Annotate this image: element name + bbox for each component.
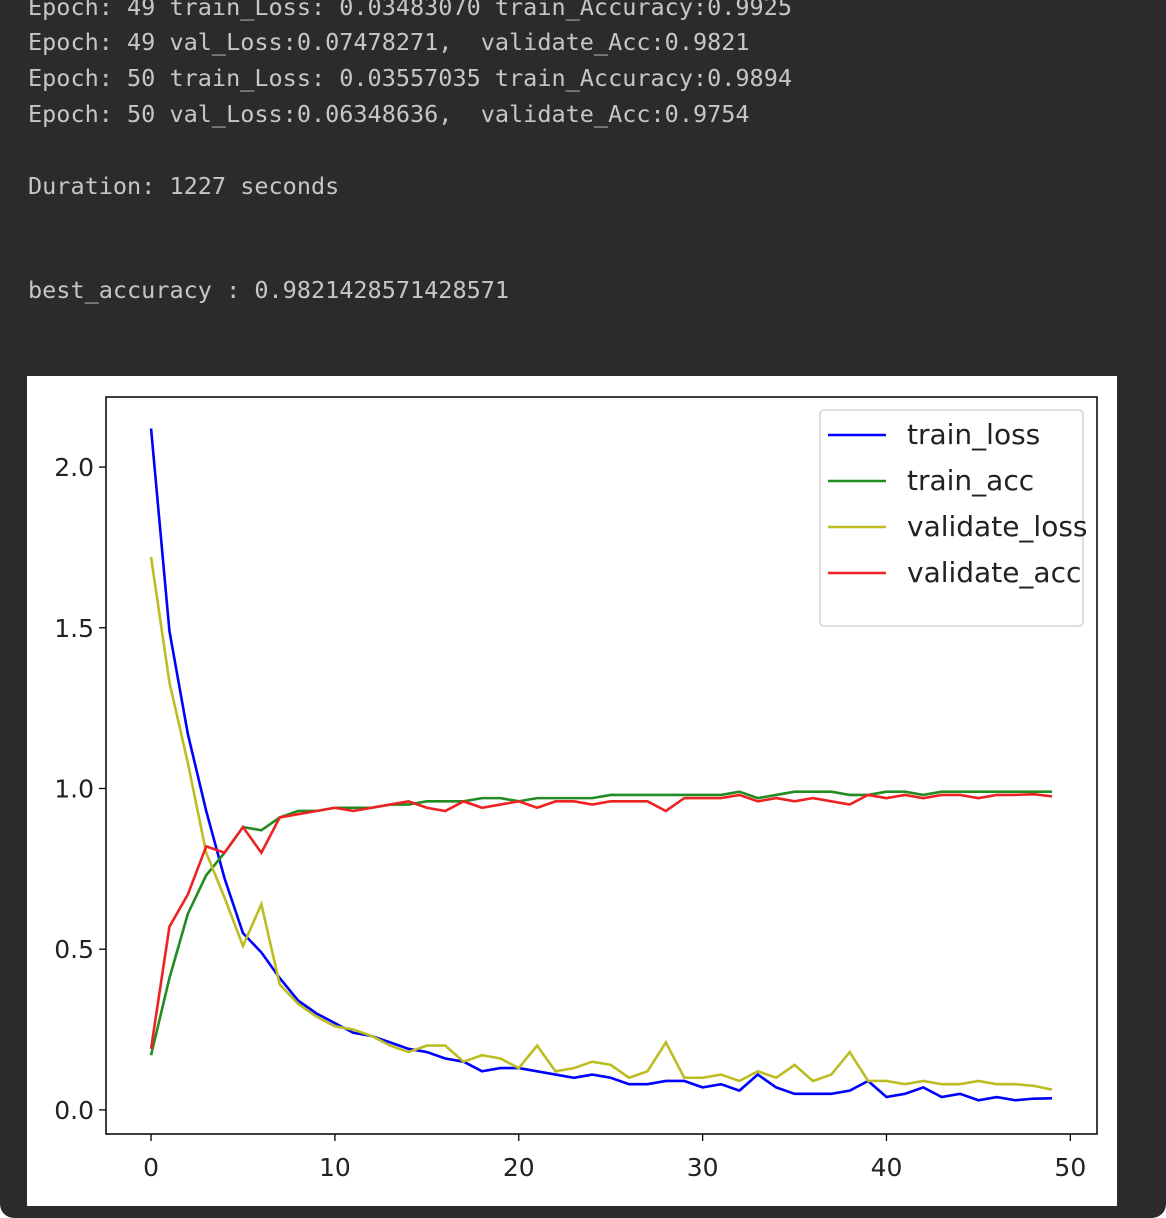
series-line	[149, 792, 1053, 1050]
chart: 0.0 0.5 1.0 1.5 2.0 0 10 20 30 40 50 train_losstrai…	[54, 396, 1098, 1182]
y-tick-label: 0.0	[54, 1096, 94, 1125]
series-line	[149, 428, 1052, 1102]
console-line: Epoch: 49 train_Loss: 0.03483070 train_A…	[28, 0, 793, 21]
y-tick-label: 0.5	[54, 935, 94, 964]
console-line: Duration: 1227 seconds	[28, 172, 340, 200]
series-line	[149, 790, 1052, 1056]
series-line	[149, 556, 1053, 1091]
y-tick-label: 1.5	[54, 614, 94, 643]
console-line: Epoch: 50 val_Loss:0.06348636, validate_…	[28, 100, 750, 128]
console-line: best_accuracy : 0.9821428571428571	[28, 276, 510, 304]
legend-label: train_loss	[907, 418, 1040, 451]
x-tick-label: 50	[1054, 1153, 1086, 1182]
legend-label: validate_acc	[907, 556, 1081, 589]
x-tick-label: 10	[319, 1153, 351, 1182]
x-tick-label: 20	[503, 1153, 535, 1182]
y-tick-label: 1.0	[54, 774, 94, 803]
legend-label: train_acc	[907, 464, 1034, 497]
console-line: Epoch: 49 val_Loss:0.07478271, validate_…	[28, 28, 750, 56]
console-line: Epoch: 50 train_Loss: 0.03557035 train_A…	[28, 64, 793, 92]
legend-label: validate_loss	[907, 510, 1088, 543]
x-tick-label: 0	[143, 1153, 159, 1182]
x-tick-label: 30	[687, 1153, 719, 1182]
x-tick-label: 40	[871, 1153, 903, 1182]
y-tick-label: 2.0	[54, 453, 94, 482]
plot-frame	[105, 396, 1098, 1135]
